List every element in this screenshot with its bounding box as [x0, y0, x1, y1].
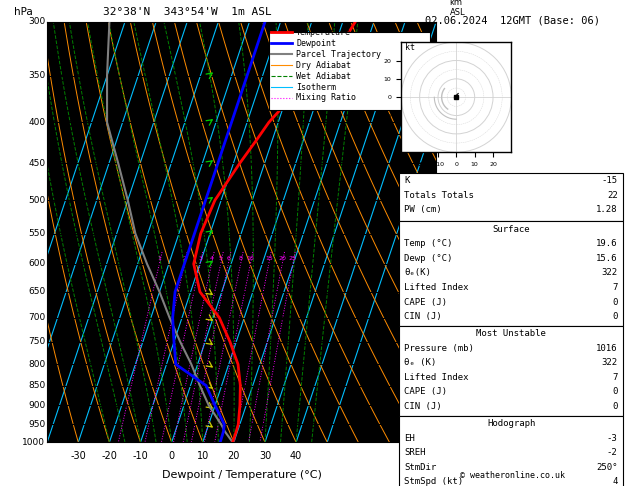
Text: 600: 600 [28, 260, 45, 268]
Text: Surface: Surface [493, 225, 530, 234]
Text: 1000: 1000 [22, 438, 45, 447]
Text: 350: 350 [28, 71, 45, 80]
Text: 2: 2 [437, 358, 443, 366]
Text: 6: 6 [226, 257, 230, 261]
Text: 450: 450 [28, 159, 45, 168]
Text: Isotherm: Isotherm [296, 83, 336, 91]
Text: 1: 1 [437, 400, 443, 409]
Text: 4: 4 [209, 257, 214, 261]
Text: Lifted Index: Lifted Index [404, 373, 469, 382]
Text: 900: 900 [28, 401, 45, 410]
Text: 5: 5 [437, 223, 443, 232]
Text: CAPE (J): CAPE (J) [404, 387, 447, 397]
Text: 322: 322 [601, 358, 618, 367]
Text: -30: -30 [70, 451, 86, 461]
Text: -2: -2 [607, 448, 618, 457]
Text: 5: 5 [219, 257, 223, 261]
Text: 40: 40 [290, 451, 302, 461]
Text: Lifted Index: Lifted Index [404, 283, 469, 292]
Text: 500: 500 [28, 196, 45, 205]
Text: Wet Adiabat: Wet Adiabat [296, 71, 351, 81]
Text: K: K [404, 176, 410, 185]
Text: 7: 7 [612, 283, 618, 292]
Text: 4: 4 [437, 269, 443, 278]
Text: 7: 7 [612, 373, 618, 382]
Text: 700: 700 [28, 313, 45, 322]
Text: 10: 10 [247, 257, 254, 261]
Text: CAPE (J): CAPE (J) [404, 297, 447, 307]
Text: 1.28: 1.28 [596, 205, 618, 214]
Text: 1: 1 [157, 257, 161, 261]
Text: Dewp (°C): Dewp (°C) [404, 254, 453, 263]
Text: -15: -15 [601, 176, 618, 185]
Text: CIN (J): CIN (J) [404, 312, 442, 321]
Text: -20: -20 [101, 451, 118, 461]
Text: 0: 0 [612, 312, 618, 321]
Text: 2: 2 [182, 257, 187, 261]
Text: 8: 8 [437, 77, 443, 86]
Text: 1016: 1016 [596, 344, 618, 353]
Text: 15.6: 15.6 [596, 254, 618, 263]
Bar [269, 33, 430, 110]
Text: 15: 15 [265, 257, 272, 261]
Text: Mixing Ratio (g/kg): Mixing Ratio (g/kg) [463, 189, 472, 275]
Text: km
ASL: km ASL [450, 0, 465, 17]
Text: Dewpoint: Dewpoint [296, 39, 336, 48]
Text: 0: 0 [169, 451, 175, 461]
Text: 950: 950 [28, 420, 45, 429]
Text: hPa: hPa [14, 7, 33, 17]
Text: 4: 4 [612, 477, 618, 486]
Text: 20: 20 [228, 451, 240, 461]
Text: θₑ (K): θₑ (K) [404, 358, 437, 367]
Text: 6: 6 [437, 175, 443, 185]
Text: 20: 20 [278, 257, 286, 261]
Text: 0: 0 [612, 297, 618, 307]
Text: Temperature: Temperature [296, 28, 351, 37]
Text: 400: 400 [28, 118, 45, 127]
Text: 3: 3 [198, 257, 202, 261]
Text: Mixing Ratio: Mixing Ratio [296, 93, 356, 103]
Text: 0: 0 [612, 402, 618, 411]
Text: Temp (°C): Temp (°C) [404, 239, 453, 248]
Text: 300: 300 [28, 17, 45, 26]
Text: 19.6: 19.6 [596, 239, 618, 248]
Text: StmDir: StmDir [404, 463, 437, 472]
Text: Totals Totals: Totals Totals [404, 191, 474, 200]
Text: -10: -10 [133, 451, 148, 461]
Text: -3: -3 [607, 434, 618, 443]
Text: Dry Adiabat: Dry Adiabat [296, 61, 351, 69]
Text: 750: 750 [28, 337, 45, 347]
Text: θₑ(K): θₑ(K) [404, 268, 431, 278]
Text: 25: 25 [289, 257, 297, 261]
Text: SREH: SREH [404, 448, 426, 457]
Text: © weatheronline.co.uk: © weatheronline.co.uk [460, 471, 565, 480]
Text: PW (cm): PW (cm) [404, 205, 442, 214]
Text: CIN (J): CIN (J) [404, 402, 442, 411]
Text: 250°: 250° [596, 463, 618, 472]
Text: 322: 322 [601, 268, 618, 278]
Text: 02.06.2024  12GMT (Base: 06): 02.06.2024 12GMT (Base: 06) [425, 16, 600, 26]
Text: 7: 7 [437, 127, 443, 136]
Text: 0: 0 [612, 387, 618, 397]
Text: Hodograph: Hodograph [487, 419, 535, 428]
Text: Pressure (mb): Pressure (mb) [404, 344, 474, 353]
Text: 8: 8 [238, 257, 243, 261]
Text: Dewpoint / Temperature (°C): Dewpoint / Temperature (°C) [162, 469, 321, 480]
Text: LCL: LCL [437, 422, 454, 431]
Text: 650: 650 [28, 287, 45, 296]
Text: Most Unstable: Most Unstable [476, 329, 546, 338]
Text: 3: 3 [437, 314, 443, 323]
Text: 22: 22 [607, 191, 618, 200]
Text: 550: 550 [28, 229, 45, 238]
Text: 10: 10 [197, 451, 209, 461]
Text: 32°38'N  343°54'W  1m ASL: 32°38'N 343°54'W 1m ASL [103, 7, 272, 17]
Text: 30: 30 [259, 451, 271, 461]
Text: StmSpd (kt): StmSpd (kt) [404, 477, 464, 486]
Text: kt: kt [405, 42, 415, 52]
Text: 800: 800 [28, 360, 45, 369]
Text: Parcel Trajectory: Parcel Trajectory [296, 50, 381, 59]
Text: 850: 850 [28, 381, 45, 390]
Text: EH: EH [404, 434, 415, 443]
